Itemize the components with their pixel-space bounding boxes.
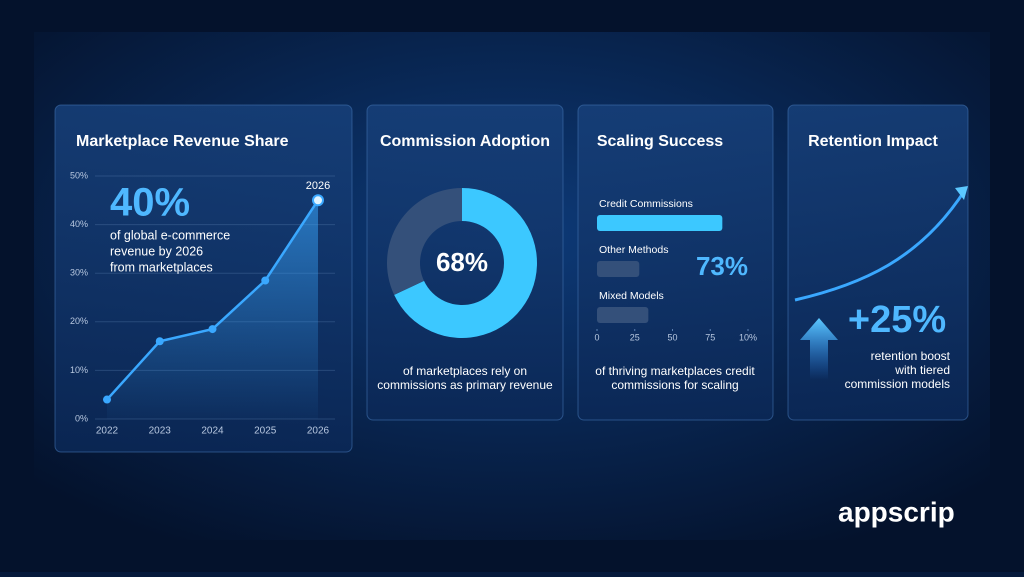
bar-label: Other Methods xyxy=(599,244,668,256)
trend-arrow xyxy=(794,189,967,302)
caption: commissions for scaling xyxy=(611,378,738,392)
point-label: 2026 xyxy=(306,180,330,192)
x-tick-label: 2023 xyxy=(149,426,172,437)
card-title: Retention Impact xyxy=(808,133,938,150)
x-tick-label: 2022 xyxy=(96,426,119,437)
caption: with tiered xyxy=(894,363,950,377)
x-tick-label: 25 xyxy=(630,332,640,342)
card xyxy=(577,104,774,421)
y-tick-label: 20% xyxy=(70,316,88,326)
card-title: Scaling Success xyxy=(597,133,723,150)
x-tick-label: 0 xyxy=(594,332,599,342)
caption: of global e-commerce xyxy=(110,228,230,242)
caption: commissions as primary revenue xyxy=(377,378,553,392)
caption: retention boost xyxy=(871,349,951,363)
headline: 40% xyxy=(110,181,190,225)
x-tick-label: 10% xyxy=(739,332,757,342)
point xyxy=(103,395,111,404)
caption: revenue by 2026 xyxy=(110,244,203,258)
point xyxy=(208,325,217,334)
caption: from marketplaces xyxy=(110,260,213,274)
card-title: Commission Adoption xyxy=(380,133,550,150)
y-tick-label: 10% xyxy=(70,365,88,375)
caption: of thriving marketplaces credit xyxy=(595,364,755,378)
bar-label: Credit Commissions xyxy=(599,198,693,210)
headline: +25% xyxy=(848,299,946,341)
x-tick-label: 2026 xyxy=(307,426,330,437)
bar-label: Mixed Models xyxy=(599,290,664,302)
area xyxy=(107,200,318,419)
bar xyxy=(597,307,649,323)
card xyxy=(366,104,564,421)
brand: appscrip xyxy=(838,496,955,527)
headline: 73% xyxy=(696,251,748,281)
point xyxy=(155,337,164,346)
x-tick-label: 2025 xyxy=(254,426,277,437)
donut-segment xyxy=(387,188,462,295)
up-arrow xyxy=(800,318,838,380)
value-label: 68% xyxy=(436,247,488,277)
x-tick-label: 2024 xyxy=(201,426,224,437)
x-tick-label: 50 xyxy=(667,332,677,342)
y-tick-label: 50% xyxy=(70,170,88,180)
point xyxy=(312,194,324,207)
bar xyxy=(597,261,640,277)
card xyxy=(787,104,969,421)
caption: commission models xyxy=(845,377,950,391)
donut-segment xyxy=(394,188,537,338)
point xyxy=(261,276,270,285)
card-title: Marketplace Revenue Share xyxy=(76,133,289,150)
y-tick-label: 40% xyxy=(70,219,88,229)
bar xyxy=(597,215,723,231)
arrow-head xyxy=(955,186,968,200)
y-tick-label: 0% xyxy=(75,413,88,423)
caption: of marketplaces rely on xyxy=(403,364,527,378)
x-tick-label: 75 xyxy=(705,332,715,342)
y-tick-label: 30% xyxy=(70,268,88,278)
